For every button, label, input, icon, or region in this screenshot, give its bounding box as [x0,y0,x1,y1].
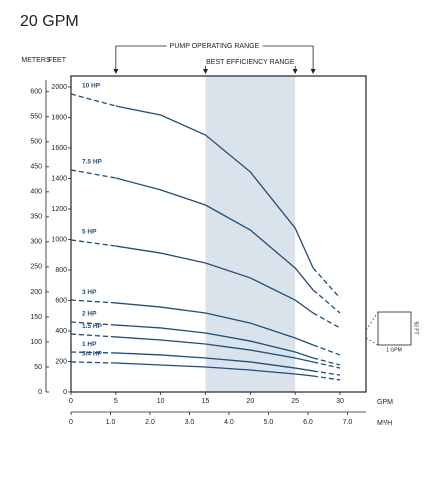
x2-tick-label: 5.0 [264,419,274,426]
curve [313,375,341,381]
y2-tick-label: 500 [30,139,42,146]
best-efficiency-band [205,76,296,392]
y2-tick-label: 350 [30,214,42,221]
y-tick-label: 200 [55,358,67,365]
arrow-head [113,69,119,74]
y-axis-label: FEET [48,57,67,64]
y2-tick-label: 100 [30,339,42,346]
y2-tick-label: 300 [30,239,42,246]
curve [70,361,116,364]
series-label: 10 HP [82,83,101,90]
scale-box [377,311,412,346]
arrow-head [310,69,316,74]
pump-operating-range-label: PUMP OPERATING RANGE [170,43,260,50]
curve [312,312,341,329]
series-label: 3/4 HP [82,351,103,358]
series-label: 7.5 HP [82,159,103,166]
y-tick-label: 1200 [51,206,67,213]
curve [312,267,341,299]
y2-tick-label: 150 [30,314,42,321]
arrow-head [202,69,208,74]
scale-guide [365,337,379,346]
x2-tick-label: 6.0 [303,419,313,426]
series-label: 2 HP [82,311,97,318]
curve [115,362,314,377]
x-axis-label: GPM [377,399,393,406]
scale-guide [365,311,379,331]
series-label: 1.5 HP [82,323,103,330]
label-background [203,58,298,66]
y-tick-label: 1800 [51,114,67,121]
scale-y-label: 50 FT [413,321,419,334]
y-tick-label: 1000 [51,236,67,243]
series-label: 1 HP [82,341,97,348]
x2-axis-label: M³/H [377,420,392,427]
curve [70,169,116,179]
curve [70,239,116,247]
x-tick-label: 20 [246,398,254,405]
y2-tick-label: 250 [30,264,42,271]
best-efficiency-range-label: BEST EFFICIENCY RANGE [206,59,295,66]
x-tick-label: 25 [291,398,299,405]
x-tick-label: 5 [114,398,118,405]
curve [70,299,116,304]
y2-tick-label: 400 [30,189,42,196]
y2-tick-label: 450 [30,164,42,171]
curve [115,177,314,291]
y2-tick-label: 600 [30,89,42,96]
arrow-head [292,69,298,74]
y2-tick-label: 0 [38,389,42,396]
plot-frame [70,75,367,393]
y-tick-label: 2000 [51,84,67,91]
series-label: 3 HP [82,289,97,296]
curve [70,333,116,338]
series-label: 5 HP [82,229,97,236]
curve [115,324,314,359]
x-tick-label: 15 [202,398,210,405]
x-tick-label: 30 [336,398,344,405]
curve [312,361,341,369]
scale-x-label: 1 GPM [386,347,402,353]
curve [115,352,314,372]
x2-tick-label: 7.0 [343,419,353,426]
curve [115,302,314,346]
y-tick-label: 400 [55,328,67,335]
y2-tick-label: 50 [34,364,42,371]
x-tick-label: 0 [69,398,73,405]
y-tick-label: 0 [63,389,67,396]
curve [115,105,314,269]
curve [312,357,341,366]
y2-tick-label: 200 [30,289,42,296]
y-tick-label: 1600 [51,145,67,152]
y-tick-label: 800 [55,267,67,274]
x2-tick-label: 1.0 [106,419,116,426]
chart-title: 20 GPM [20,13,79,30]
label-background [166,42,263,50]
y-tick-label: 1400 [51,175,67,182]
curve [312,344,341,356]
curve [312,370,341,376]
y2-axis-label: METERS [21,57,51,64]
x2-tick-label: 2.0 [145,419,155,426]
x2-tick-label: 0 [69,419,73,426]
curve [70,93,117,107]
x2-tick-label: 4.0 [224,419,234,426]
y2-tick-label: 550 [30,114,42,121]
curve [115,336,314,363]
x2-tick-label: 3.0 [185,419,195,426]
x-tick-label: 10 [157,398,165,405]
y-tick-label: 600 [55,297,67,304]
curve [312,289,341,314]
curve [115,245,314,314]
